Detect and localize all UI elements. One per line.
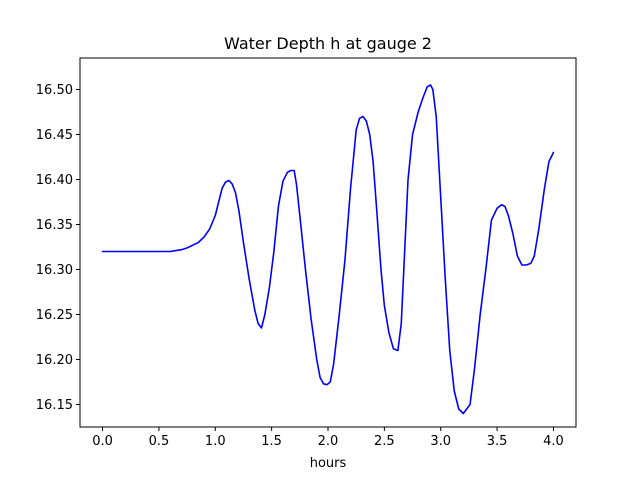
y-tick-label: 16.40 (36, 173, 73, 188)
x-tick-label: 2.5 (374, 434, 395, 449)
x-tick-label: 1.0 (205, 434, 226, 449)
plot-frame (79, 57, 577, 428)
y-tick-label: 16.50 (36, 83, 73, 98)
x-tick-label: 1.5 (261, 434, 282, 449)
x-tick-label: 3.0 (430, 434, 451, 449)
x-tick-label: 3.5 (487, 434, 508, 449)
y-tick-label: 16.30 (36, 263, 73, 278)
y-tick-label: 16.15 (36, 398, 73, 413)
series-line-1 (101, 84, 555, 415)
x-tick-label: 2.0 (318, 434, 339, 449)
y-tick-label: 16.20 (36, 353, 73, 368)
plot-area: 0.0 0.5 1.0 1.5 2.0 2.5 3.0 3.5 4.0 16.15 16.20 16.… (36, 57, 577, 449)
y-tick-label: 16.45 (36, 128, 73, 143)
x-tick-label: 0.0 (92, 434, 113, 449)
y-tick-label: 16.35 (36, 218, 73, 233)
chart-title: Water Depth h at gauge 2 (224, 34, 432, 53)
x-tick-label: 4.0 (543, 434, 564, 449)
x-axis-label: hours (310, 456, 347, 471)
y-tick-label: 16.25 (36, 308, 73, 323)
x-tick-label: 0.5 (149, 434, 170, 449)
